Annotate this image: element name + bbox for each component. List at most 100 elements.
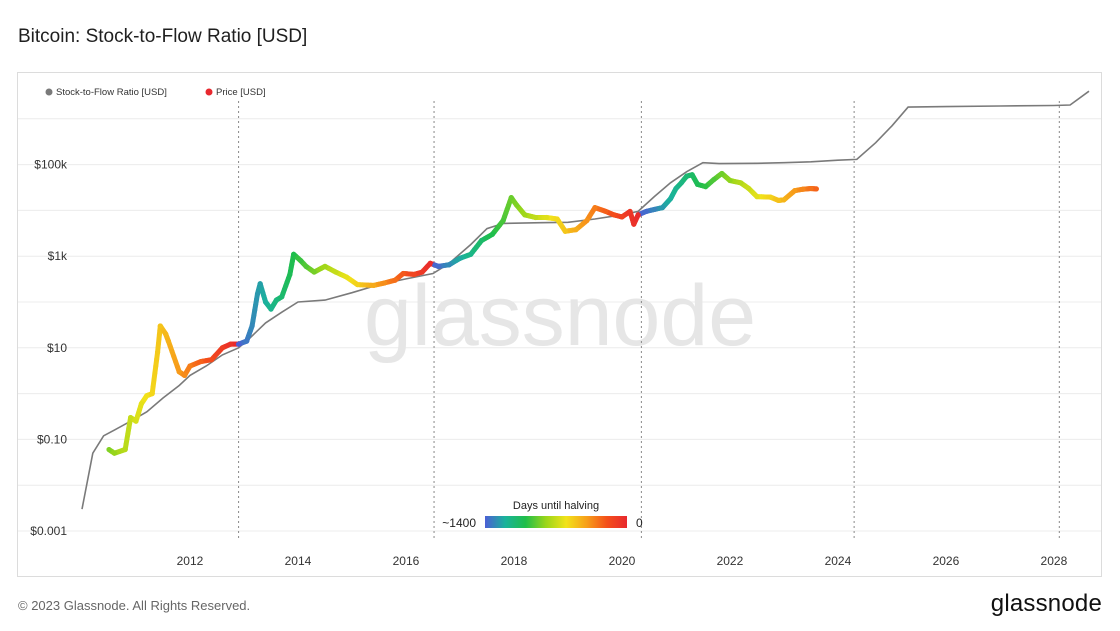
price-point [303, 263, 309, 269]
price-point [711, 177, 717, 183]
price-point [268, 306, 274, 312]
price-point [144, 393, 150, 399]
price-point [106, 446, 112, 453]
price-point [457, 255, 463, 261]
price-point [746, 185, 752, 192]
y-tick-label: $0.10 [37, 432, 67, 446]
y-tick-label: $100k [34, 158, 68, 172]
y-tick-label: $0.001 [30, 524, 67, 538]
x-tick-label: 2028 [1041, 554, 1068, 568]
page-title: Bitcoin: Stock-to-Flow Ratio [USD] [18, 26, 308, 47]
price-series [106, 170, 819, 456]
price-point [592, 205, 598, 211]
price-point [163, 331, 169, 337]
price-point [419, 269, 425, 275]
price-point [684, 173, 690, 179]
price-point [754, 194, 760, 200]
price-point [219, 345, 225, 351]
price-point [603, 208, 609, 215]
price-point [667, 196, 674, 202]
price-point [208, 357, 215, 363]
price-point [157, 323, 163, 329]
price-point [727, 177, 733, 184]
price-point [543, 214, 549, 221]
price-point [673, 185, 679, 192]
y-tick-label: $1k [48, 249, 68, 263]
price-point [446, 262, 452, 268]
price-point [187, 363, 193, 369]
legend-dot-price [205, 88, 213, 96]
price-point [257, 281, 263, 287]
price-point [176, 369, 182, 375]
price-point [291, 251, 297, 257]
price-point [584, 217, 590, 224]
legend-item-price[interactable]: Price [USD] [205, 87, 266, 98]
x-tick-label: 2014 [285, 554, 312, 568]
price-point [678, 180, 684, 186]
colorbar-title: Days until halving [513, 500, 599, 512]
price-point [468, 251, 474, 257]
price-point [800, 186, 806, 192]
price-point [227, 341, 234, 347]
x-tick-label: 2012 [177, 554, 204, 568]
price-point [808, 185, 814, 192]
price-point [651, 206, 657, 213]
chart-panel: glassnode $0.001 $0.10 $10 $1k $100k 2012 2014… [17, 72, 1102, 577]
price-point [631, 221, 637, 227]
price-point [235, 341, 242, 347]
price-point [435, 263, 441, 269]
axes: $0.001 $0.10 $10 $1k $100k 2012 2014 2016 2018 20… [30, 158, 1067, 568]
legend-label-price: Price [USD] [216, 87, 266, 98]
price-point [659, 205, 666, 211]
price-point [311, 269, 317, 275]
price-point [249, 323, 255, 329]
chart: glassnode $0.001 $0.10 $10 $1k $100k 2012 2014… [18, 87, 1101, 568]
price-point [635, 212, 641, 218]
stock-to-flow-series [81, 90, 1090, 510]
price-point [627, 208, 633, 215]
brand-logo[interactable]: glassnode [990, 590, 1102, 617]
grid [18, 118, 1101, 532]
price-point [279, 294, 285, 300]
price-point [262, 299, 269, 305]
price-point [133, 418, 139, 424]
price-point [273, 297, 279, 303]
price-point [522, 212, 528, 218]
colorbar-gradient [485, 516, 627, 528]
x-tick-label: 2022 [717, 554, 744, 568]
colorbar-right-label: 0 [636, 516, 643, 530]
legend-item-s2f[interactable]: Stock-to-Flow Ratio [USD] [45, 87, 167, 98]
price-point [611, 212, 617, 218]
x-tick-label: 2026 [933, 554, 960, 568]
price-point [244, 338, 250, 344]
x-tick-label: 2016 [393, 554, 420, 568]
price-point [392, 277, 398, 283]
price-point [400, 270, 406, 277]
legend: Stock-to-Flow Ratio [USD] Price [USD] [45, 87, 266, 98]
price-point [254, 291, 261, 297]
price-point [287, 271, 293, 278]
s2f-line [81, 90, 1090, 510]
price-point [154, 349, 161, 355]
price-point [703, 184, 709, 190]
x-tick-label: 2020 [609, 554, 636, 568]
price-point [478, 237, 485, 244]
price-point [127, 414, 134, 421]
price-point [122, 446, 128, 453]
price-point [562, 228, 568, 234]
price-point [514, 202, 520, 208]
price-point [781, 197, 787, 203]
price-point [343, 274, 350, 280]
price-point [554, 216, 560, 222]
x-tick-label: 2018 [501, 554, 528, 568]
price-point [322, 263, 328, 269]
price-point [427, 260, 433, 266]
price-point [165, 338, 171, 344]
colorbar: Days until halving ~1400 0 [442, 500, 643, 530]
price-point [333, 269, 339, 275]
price-point [689, 172, 695, 178]
price-point [813, 186, 819, 192]
price-point [411, 271, 417, 278]
price-point [775, 197, 782, 204]
price-point [138, 401, 144, 407]
